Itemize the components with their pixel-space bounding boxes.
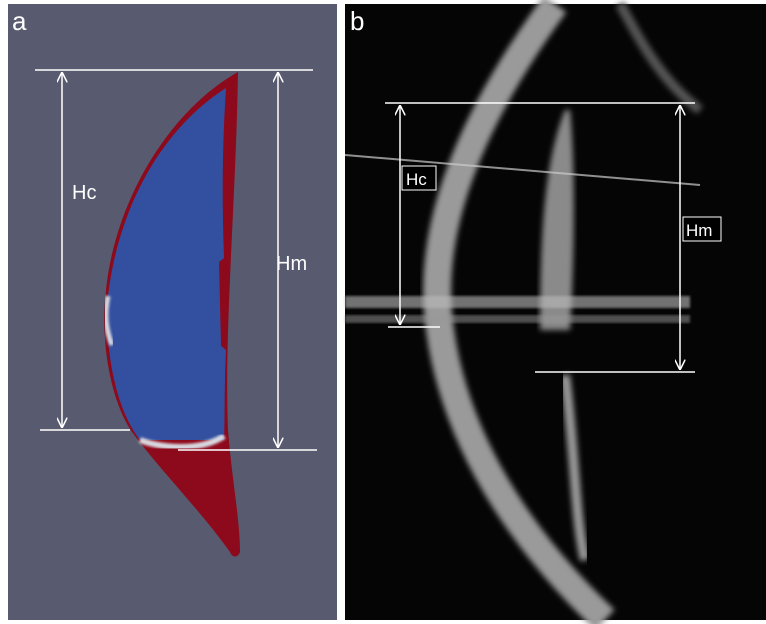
measure-label: Hc [72, 182, 96, 204]
figure: a Hc Hm b Hc Hm [0, 0, 766, 624]
panel-letter: b [350, 6, 364, 36]
panel-a: a Hc Hm [8, 4, 337, 620]
artifact-band [345, 296, 690, 308]
measure-label: Hc [406, 170, 427, 189]
panel-b: b Hc Hm [345, 4, 766, 620]
measure-label: Hm [276, 253, 307, 275]
panel-letter: a [12, 6, 27, 36]
measure-label: Hm [686, 221, 712, 240]
artifact-band [345, 315, 690, 323]
